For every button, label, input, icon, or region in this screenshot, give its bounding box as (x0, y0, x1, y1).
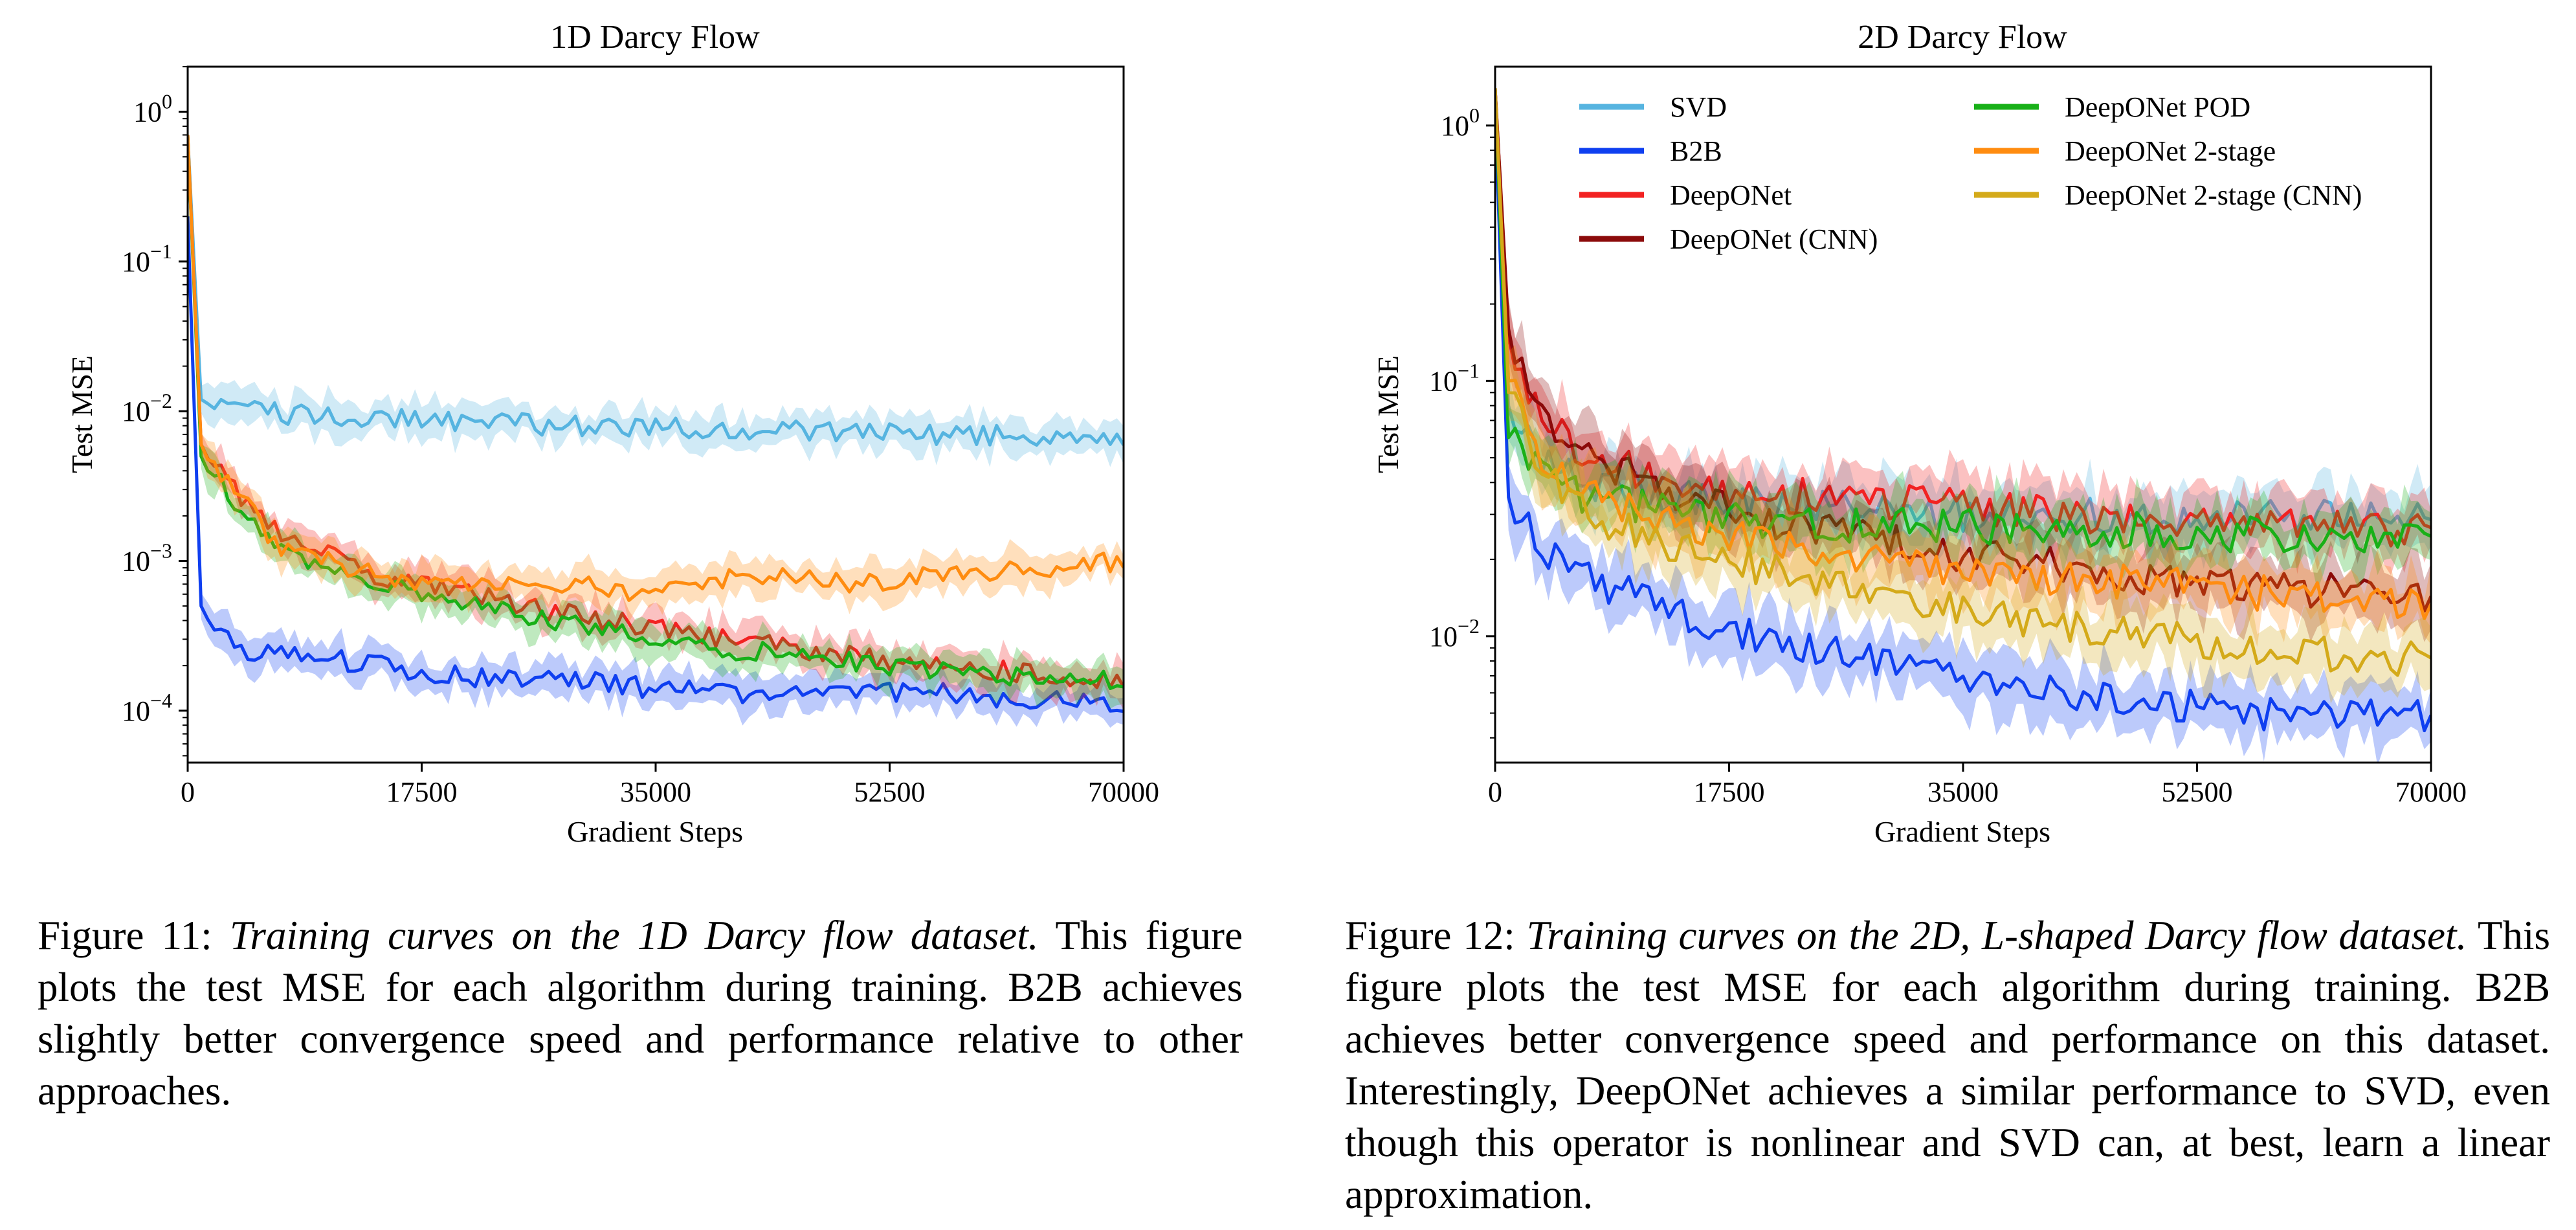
caption-label: Figure 12: (1345, 913, 1515, 958)
x-tick-label: 70000 (1088, 776, 1159, 808)
plot-area (1495, 73, 2431, 763)
y-tick-label: 100 (133, 90, 172, 128)
series-band (188, 126, 1124, 623)
series-band (1495, 73, 2431, 642)
series-line (1495, 88, 2431, 613)
caption-label: Figure 11: (38, 913, 212, 958)
y-axis-label: Test MSE (1371, 355, 1405, 473)
y-tick-label: 10−2 (1429, 614, 1480, 653)
series-band (188, 126, 1124, 710)
axes-frame (1494, 65, 2432, 764)
x-tick-label: 70000 (2395, 776, 2467, 808)
legend-entry: DeepONet (CNN) (1670, 223, 1878, 255)
chart-1d-darcy: 1D Darcy Flow Gradient Steps Test MSE 10… (65, 19, 1159, 848)
x-axis-label: Gradient Steps (567, 815, 743, 848)
x-tick-label: 0 (181, 776, 195, 808)
x-tick-label: 17500 (1694, 776, 1765, 808)
legend-entry: DeepONet 2-stage (CNN) (2065, 179, 2362, 211)
chart-title: 2D Darcy Flow (1858, 19, 2067, 56)
series-line (1495, 105, 2431, 733)
series-line (1495, 88, 2431, 677)
legend-entry: SVD (1670, 91, 1727, 123)
series-line (188, 135, 1124, 689)
chart-title: 1D Darcy Flow (550, 19, 760, 56)
y-tick-label: 10−2 (122, 389, 172, 427)
y-tick-label: 10−3 (122, 539, 172, 577)
legend-entry: B2B (1670, 135, 1722, 167)
y-axis-label: Test MSE (65, 355, 98, 473)
y-ticks: 100 10−1 10−2 (1429, 104, 1495, 739)
legend-entry: DeepONet (1670, 179, 1792, 211)
series-line (1495, 88, 2431, 548)
legend: SVD B2B DeepONet DeepONet (CNN) DeepONet POD… (1579, 91, 2362, 255)
x-ticks: 0 17500 35000 52500 70000 (1488, 763, 2467, 808)
chart-2d-darcy: 2D Darcy Flow Gradient Steps Test MSE 10… (1371, 19, 2467, 848)
legend-entry: DeepONet POD (2065, 91, 2250, 123)
x-tick-label: 0 (1488, 776, 1502, 808)
series-line (188, 135, 1124, 602)
caption-text: This figure plots the test MSE for each … (1345, 913, 2550, 1217)
series-band (1495, 73, 2431, 704)
series-band (1495, 89, 2431, 763)
series-line (188, 135, 1124, 447)
series-line (1495, 88, 2431, 554)
x-tick-label: 35000 (620, 776, 691, 808)
series-line (1495, 88, 2431, 535)
y-tick-label: 10−1 (122, 240, 172, 278)
x-tick-label: 52500 (854, 776, 926, 808)
y-tick-label: 10−4 (122, 689, 172, 727)
y-tick-label: 100 (1441, 104, 1480, 142)
axes-frame (186, 65, 1125, 764)
caption-title: Training curves on the 1D Darcy flow dat… (229, 913, 1039, 958)
series-line (1495, 88, 2431, 620)
legend-entry: DeepONet 2-stage (2065, 135, 2276, 167)
figure-11-caption: Figure 11: Training curves on the 1D Dar… (38, 910, 1243, 1117)
x-axis-label: Gradient Steps (1874, 815, 2050, 848)
series-band (188, 126, 1124, 467)
x-ticks: 0 17500 35000 52500 70000 (181, 763, 1159, 808)
y-tick-label: 10−1 (1429, 359, 1480, 397)
plot-area (188, 126, 1124, 728)
series-line (188, 216, 1124, 713)
caption-text: This figure plots the test MSE for each … (38, 913, 1243, 1113)
series-band (1495, 73, 2431, 647)
figure-12-caption: Figure 12: Training curves on the 2D, L-… (1345, 910, 2550, 1220)
series-band (1495, 73, 2431, 576)
x-tick-label: 17500 (386, 776, 458, 808)
y-ticks: 100 10−1 10−2 10−3 10−4 (122, 66, 188, 757)
x-tick-label: 52500 (2162, 776, 2233, 808)
x-tick-label: 35000 (1927, 776, 1999, 808)
caption-title: Training curves on the 2D, L-shaped Darc… (1526, 913, 2467, 958)
series-band (1495, 73, 2431, 591)
